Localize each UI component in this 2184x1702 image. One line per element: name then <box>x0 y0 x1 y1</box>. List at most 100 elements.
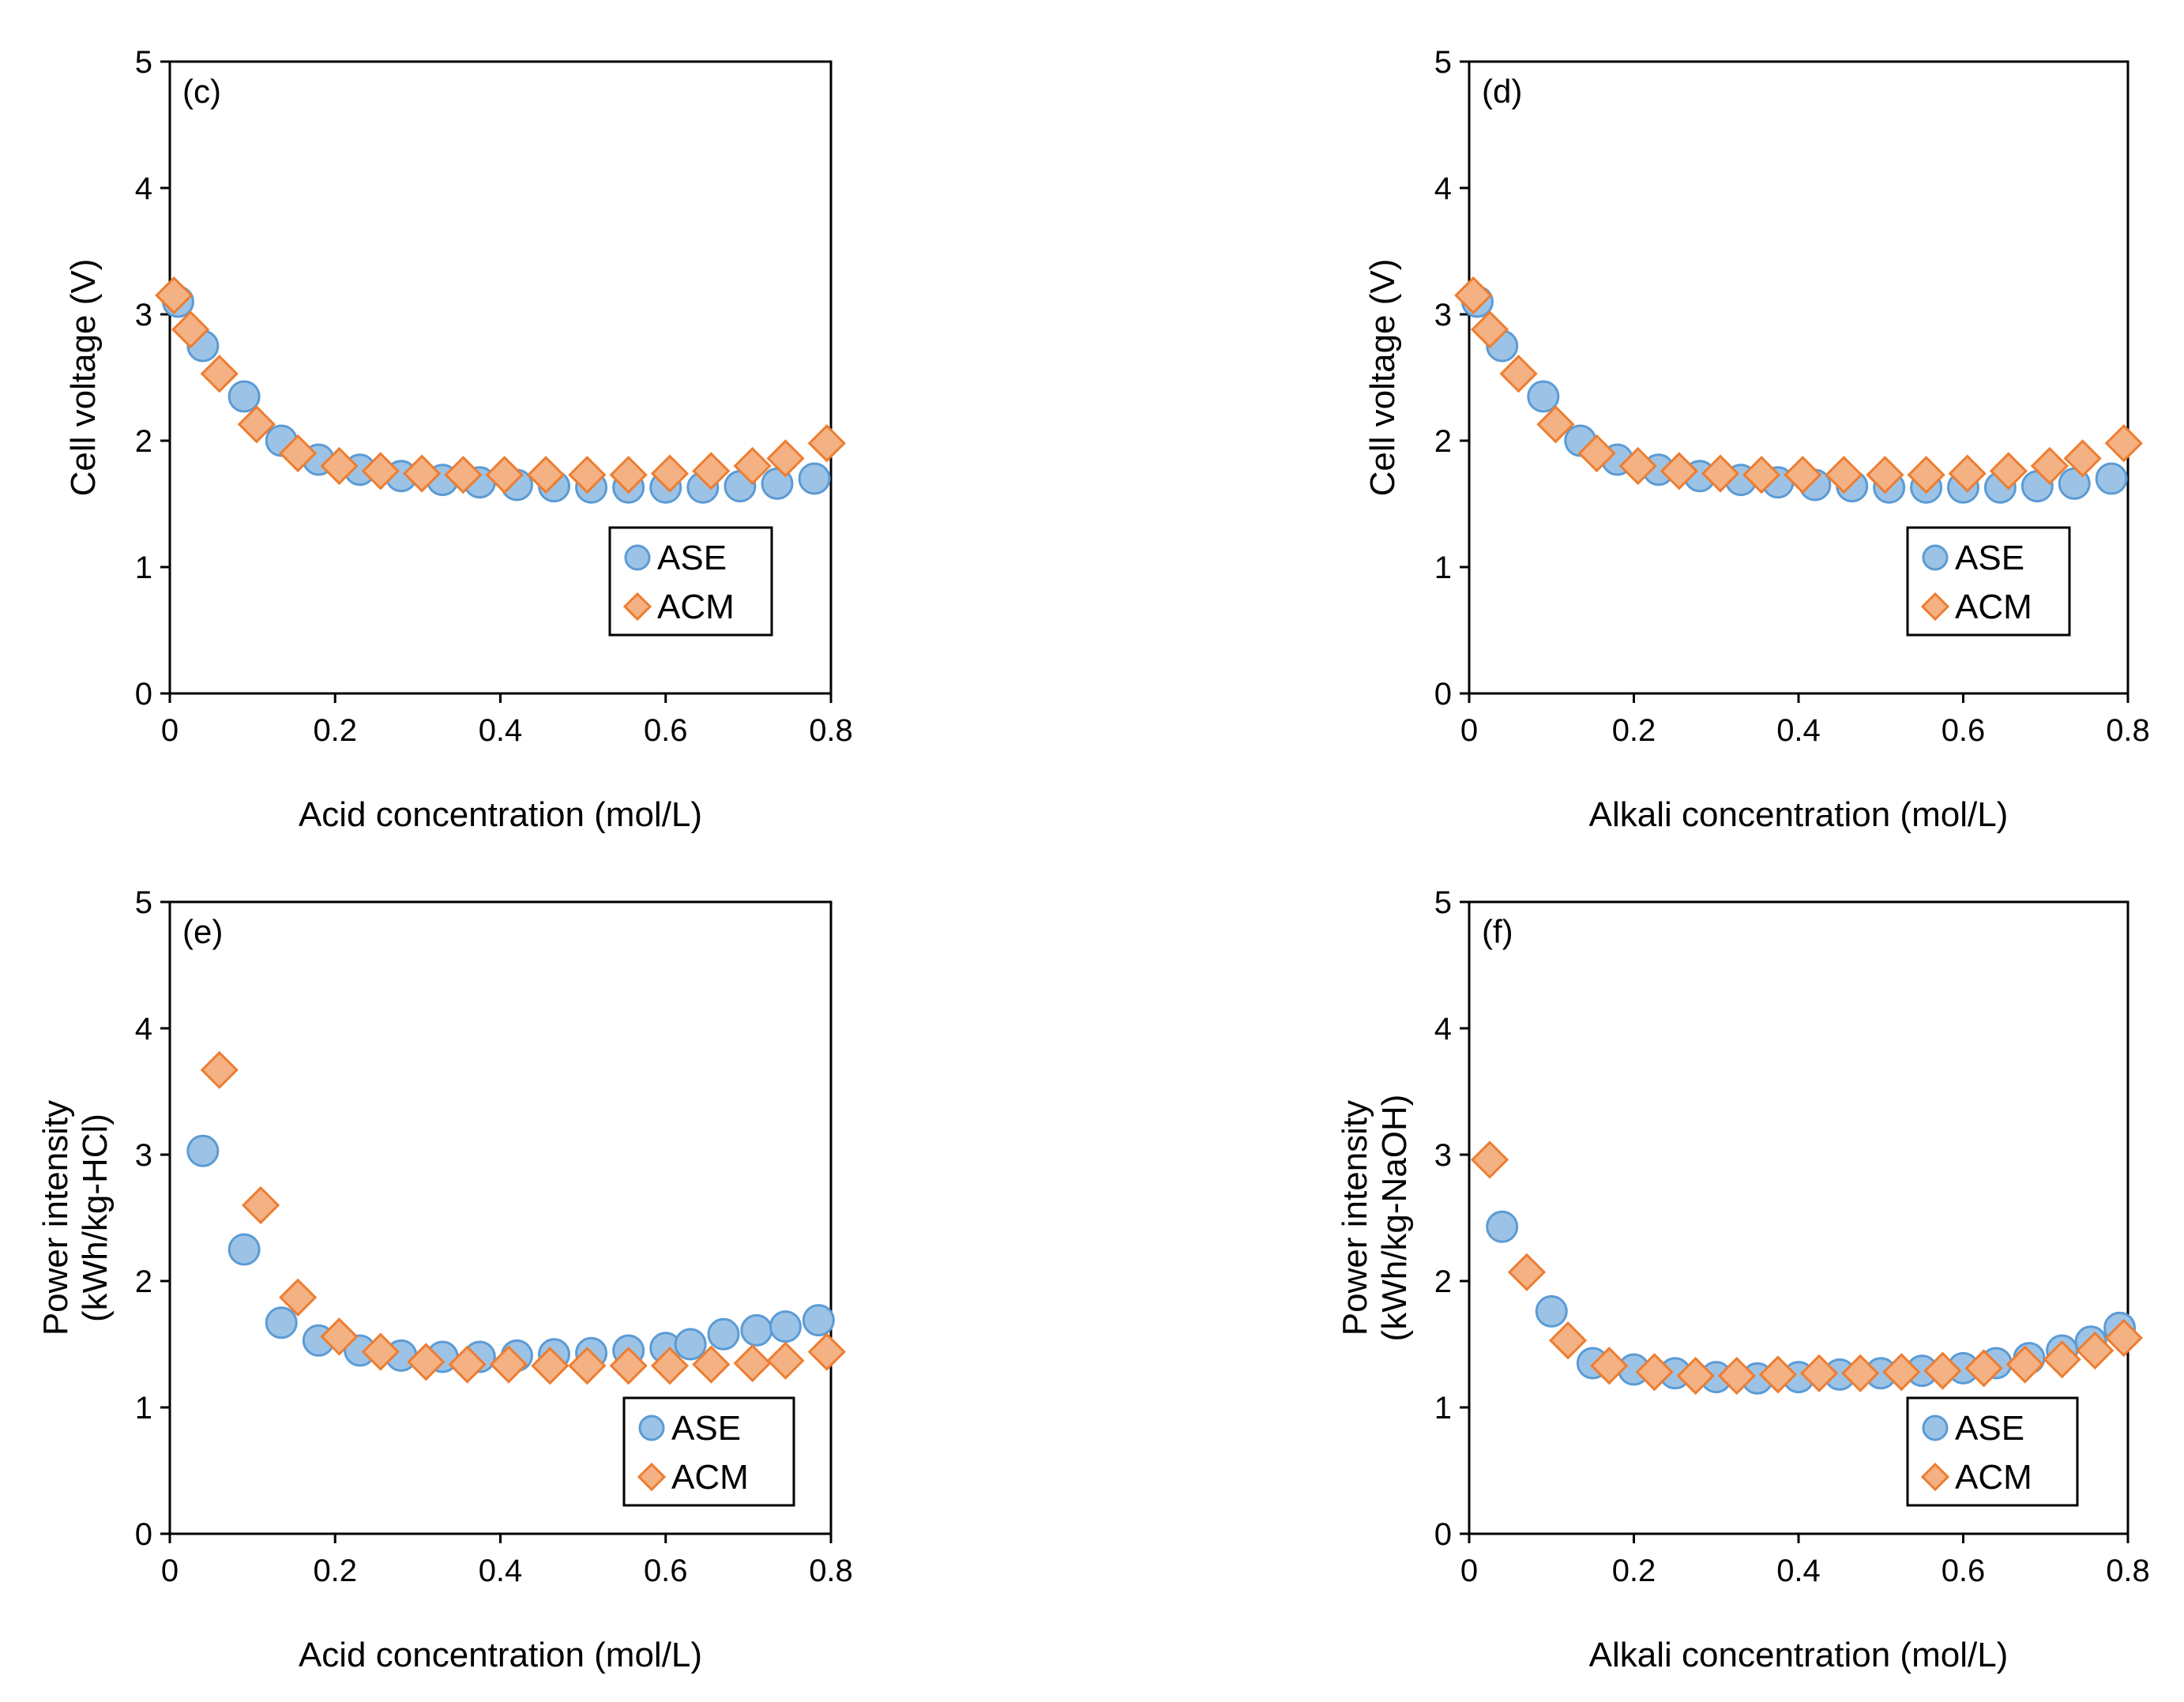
panel-label: (d) <box>1482 73 1522 110</box>
data-point-acm <box>1676 1356 1715 1396</box>
legend: ASE ACM <box>1906 1396 2079 1507</box>
panel-label: (f) <box>1482 913 1513 950</box>
legend-marker-acm <box>1920 592 1950 622</box>
data-point-ase <box>769 1310 802 1343</box>
data-point-ase <box>1486 1210 1519 1243</box>
y-tick-label: 4 <box>1434 171 1452 206</box>
data-point-acm <box>692 1345 731 1384</box>
data-point-ase <box>798 462 831 495</box>
data-point-acm <box>407 1343 445 1381</box>
data-point-acm <box>279 1278 318 1317</box>
y-tick-label: 0 <box>1434 1517 1452 1552</box>
y-tick-label: 5 <box>1434 885 1452 920</box>
data-point-acm <box>1590 1347 1629 1385</box>
y-tick-label: 3 <box>1434 298 1452 333</box>
x-tick-label: 0.4 <box>479 1554 523 1588</box>
y-tick-label: 4 <box>135 1012 152 1046</box>
x-tick-label: 0.8 <box>2106 713 2150 748</box>
data-point-ase <box>1527 380 1560 413</box>
data-point-acm <box>650 454 690 493</box>
x-tick-label: 0.2 <box>313 1554 357 1588</box>
legend-marker-ase <box>1922 544 1949 571</box>
data-point-acm <box>1907 456 1945 494</box>
series-acm <box>200 1050 846 1385</box>
chart-panel-d: 0 1 2 3 4 5 0 0.2 0.4 0.6 0.8 (d) Alkali concentrati… <box>1363 45 2150 834</box>
x-tick-label: 0.4 <box>1776 713 1821 748</box>
y-tick-label: 3 <box>1434 1138 1452 1173</box>
y-tick-label: 2 <box>135 424 152 459</box>
x-axis-title: Alkali concentration (mol/L) <box>1589 795 2009 834</box>
data-point-acm <box>531 1347 569 1385</box>
x-tick-label: 0.4 <box>479 713 523 748</box>
data-point-acm <box>2104 424 2143 463</box>
data-point-acm <box>2005 1345 2044 1384</box>
x-tick-label: 0.6 <box>644 1554 688 1588</box>
data-point-ase <box>740 1313 773 1347</box>
data-point-acm <box>489 1345 528 1384</box>
chart-panel-f: 0 1 2 3 4 5 0 0.2 0.4 0.6 0.8 (f) Alkali concentrati… <box>1336 885 2150 1674</box>
data-point-acm <box>200 355 239 393</box>
series-acm <box>1470 1140 2143 1396</box>
y-tick-label: 5 <box>135 885 152 920</box>
data-point-acm <box>1618 446 1657 486</box>
legend-marker-ase <box>638 1415 665 1441</box>
data-point-acm <box>1866 456 1904 494</box>
series-ase <box>186 1134 835 1373</box>
x-tick-label: 0.4 <box>1776 1554 1821 1588</box>
x-tick-label: 0.2 <box>1612 713 1656 748</box>
y-axis-title: Power intensity <box>36 1100 75 1336</box>
data-point-acm <box>1882 1353 1921 1392</box>
data-point-acm <box>485 456 524 494</box>
legend-label-acm: ACM <box>657 588 735 626</box>
data-point-ase <box>802 1304 835 1337</box>
x-tick-label: 0.8 <box>809 1554 853 1588</box>
legend-marker-ase <box>624 544 651 571</box>
x-tick-label: 0.8 <box>809 713 853 748</box>
chart-panel-c: 0 1 2 3 4 5 0 0.2 0.4 0.6 0.8 (c) Acid concentration… <box>64 45 853 834</box>
data-point-acm <box>279 434 318 473</box>
y-tick-label: 4 <box>1434 1012 1452 1046</box>
data-point-acm <box>1923 1351 1962 1390</box>
legend-label-acm: ACM <box>1955 1458 2032 1497</box>
data-point-acm <box>241 1185 280 1225</box>
data-point-acm <box>1948 454 1987 493</box>
x-axis-title: Alkali concentration (mol/L) <box>1589 1636 2009 1674</box>
x-tick-label: 0 <box>161 713 179 748</box>
data-point-acm <box>766 1341 805 1380</box>
y-tick-label: 1 <box>135 550 152 585</box>
data-point-acm <box>1701 454 1740 493</box>
panel-label: (c) <box>182 73 221 110</box>
legend: ASE ACM <box>1906 526 2071 637</box>
y-axis-title: Cell voltage (V) <box>1363 259 1402 497</box>
data-point-acm <box>2043 1340 2081 1379</box>
data-point-acm <box>733 446 772 486</box>
x-tick-label: 0.8 <box>2106 1554 2150 1588</box>
y-tick-label: 2 <box>1434 424 1452 459</box>
data-point-acm <box>320 446 359 486</box>
data-point-acm <box>650 1347 690 1385</box>
data-point-acm <box>1470 310 1509 349</box>
data-point-acm <box>1825 456 1863 494</box>
data-point-acm <box>1841 1354 1880 1392</box>
data-point-ase <box>1535 1294 1568 1328</box>
data-point-acm <box>361 1332 400 1371</box>
x-tick-label: 0 <box>1460 713 1478 748</box>
x-tick-label: 0.6 <box>644 713 688 748</box>
data-point-acm <box>692 452 731 490</box>
data-point-acm <box>320 1317 359 1356</box>
data-point-ase <box>186 1134 220 1167</box>
data-point-acm <box>2076 1331 2114 1370</box>
y-tick-label: 2 <box>135 1264 152 1299</box>
data-point-acm <box>568 456 607 494</box>
data-point-acm <box>733 1343 772 1383</box>
data-point-acm <box>1758 1355 1798 1394</box>
data-point-ase <box>265 1306 298 1339</box>
data-point-acm <box>807 424 846 463</box>
y-tick-label: 5 <box>1434 45 1452 80</box>
legend-label-ase: ASE <box>1955 1409 2024 1448</box>
y-axis-title: Power intensity <box>1336 1100 1374 1336</box>
legend-marker-acm <box>637 1462 667 1492</box>
y-axis-title: (kWh/kg-NaOH) <box>1375 1095 1414 1342</box>
data-point-acm <box>1548 1321 1588 1360</box>
y-tick-label: 2 <box>1434 1264 1452 1299</box>
